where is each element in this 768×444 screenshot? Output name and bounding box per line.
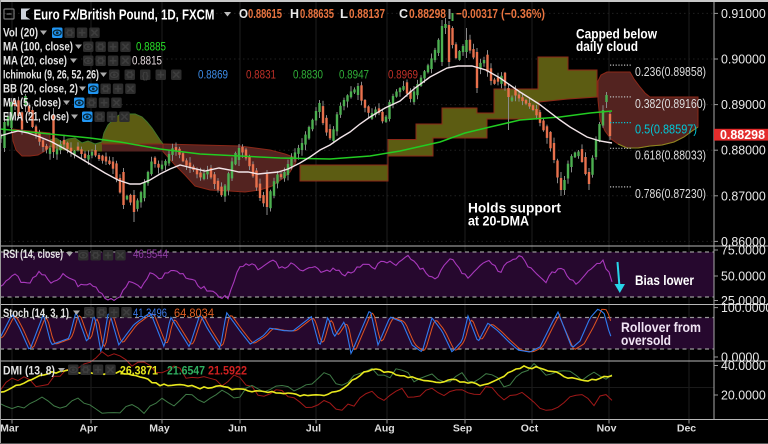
svg-text:0.88298: 0.88298 — [720, 128, 765, 142]
svg-text:0.8947: 0.8947 — [339, 68, 369, 82]
svg-text:Holds support: Holds support — [468, 200, 561, 216]
svg-text:DMI (13, 8): DMI (13, 8) — [3, 366, 55, 378]
svg-text:daily cloud: daily cloud — [576, 38, 638, 54]
svg-text:0.88298: 0.88298 — [409, 6, 446, 21]
svg-text:Bias lower: Bias lower — [635, 272, 694, 288]
svg-text:20.0000: 20.0000 — [721, 389, 766, 403]
svg-text:0.87000: 0.87000 — [721, 189, 766, 203]
svg-text:0.89000: 0.89000 — [721, 98, 766, 112]
svg-text:21.5922: 21.5922 — [208, 366, 247, 378]
svg-text:0.86000: 0.86000 — [721, 235, 766, 249]
svg-text:Jun: Jun — [228, 423, 247, 435]
svg-text:0.88635: 0.88635 — [300, 6, 334, 21]
svg-text:0.0000: 0.0000 — [721, 351, 759, 365]
svg-text:0.88000: 0.88000 — [721, 144, 766, 158]
svg-text:O: O — [239, 6, 248, 21]
svg-text:46.5544: 46.5544 — [133, 249, 169, 261]
svg-text:26.3871: 26.3871 — [120, 366, 159, 378]
svg-text:Vol (20): Vol (20) — [3, 26, 38, 40]
svg-text:oversold: oversold — [621, 332, 671, 348]
svg-text:0.8831: 0.8831 — [246, 68, 276, 82]
svg-text:Dec: Dec — [677, 423, 696, 435]
svg-text:100.0000: 100.0000 — [721, 301, 768, 315]
svg-text:0.91000: 0.91000 — [721, 7, 766, 21]
svg-text:Sep: Sep — [453, 423, 472, 435]
svg-text:MA (20, close): MA (20, close) — [3, 54, 67, 68]
svg-text:BB (20, close, 2): BB (20, close, 2) — [3, 82, 78, 96]
svg-text:(−0.36%): (−0.36%) — [501, 6, 545, 21]
svg-text:0.8885: 0.8885 — [136, 40, 166, 54]
svg-text:50.0000: 50.0000 — [721, 270, 766, 284]
svg-text:0.88615: 0.88615 — [248, 6, 282, 21]
svg-text:Jul: Jul — [306, 423, 321, 435]
svg-text:Nov: Nov — [597, 423, 617, 435]
svg-text:at 20-DMA: at 20-DMA — [468, 213, 529, 229]
svg-text:Euro Fx/British Pound, 1D, FXC: Euro Fx/British Pound, 1D, FXCM — [34, 7, 215, 24]
svg-text:MA (100, close): MA (100, close) — [3, 40, 73, 54]
svg-text:0.382(0.89160): 0.382(0.89160) — [635, 97, 706, 111]
svg-text:C: C — [399, 6, 409, 21]
svg-text:75.0000: 75.0000 — [721, 244, 766, 258]
svg-text:0.236(0.89858): 0.236(0.89858) — [635, 65, 706, 79]
svg-text:Mar: Mar — [0, 423, 19, 435]
svg-text:MA (5, close): MA (5, close) — [3, 96, 61, 110]
svg-text:0.786(0.87230): 0.786(0.87230) — [635, 187, 706, 201]
svg-text:L: L — [340, 6, 348, 21]
svg-text:0.8869: 0.8869 — [198, 68, 228, 82]
svg-text:May: May — [149, 423, 170, 435]
svg-text:Oct: Oct — [521, 423, 539, 435]
svg-text:Rollover from: Rollover from — [621, 319, 701, 335]
svg-text:−0.00317: −0.00317 — [456, 6, 498, 21]
svg-text:25.0000: 25.0000 — [721, 294, 766, 308]
svg-text:40.0000: 40.0000 — [721, 359, 766, 373]
svg-text:RSI (14, close): RSI (14, close) — [3, 249, 63, 261]
svg-text:41.3496: 41.3496 — [133, 308, 167, 320]
svg-text:21.6547: 21.6547 — [167, 366, 205, 378]
svg-text:0.90000: 0.90000 — [721, 53, 766, 67]
svg-text:Capped below: Capped below — [576, 26, 657, 42]
svg-text:0.88137: 0.88137 — [349, 6, 385, 21]
svg-text:Aug: Aug — [374, 423, 394, 435]
svg-text:Apr: Apr — [79, 423, 97, 435]
svg-text:EMA (21, close): EMA (21, close) — [3, 110, 69, 124]
svg-text:{}: {} — [142, 70, 150, 80]
svg-text:0.8830: 0.8830 — [293, 68, 323, 82]
svg-text:64.8034: 64.8034 — [174, 308, 215, 320]
svg-text:0.8815: 0.8815 — [132, 54, 162, 68]
svg-text:Ichimoku (9, 26, 52, 26): Ichimoku (9, 26, 52, 26) — [3, 68, 99, 82]
svg-text:0.8969: 0.8969 — [388, 68, 418, 82]
svg-text:0.618(0.88033): 0.618(0.88033) — [635, 148, 706, 162]
svg-text:H: H — [290, 6, 299, 21]
svg-text:Stoch (14, 3, 1): Stoch (14, 3, 1) — [3, 308, 69, 320]
svg-text:0.5(0.88597): 0.5(0.88597) — [635, 123, 697, 137]
